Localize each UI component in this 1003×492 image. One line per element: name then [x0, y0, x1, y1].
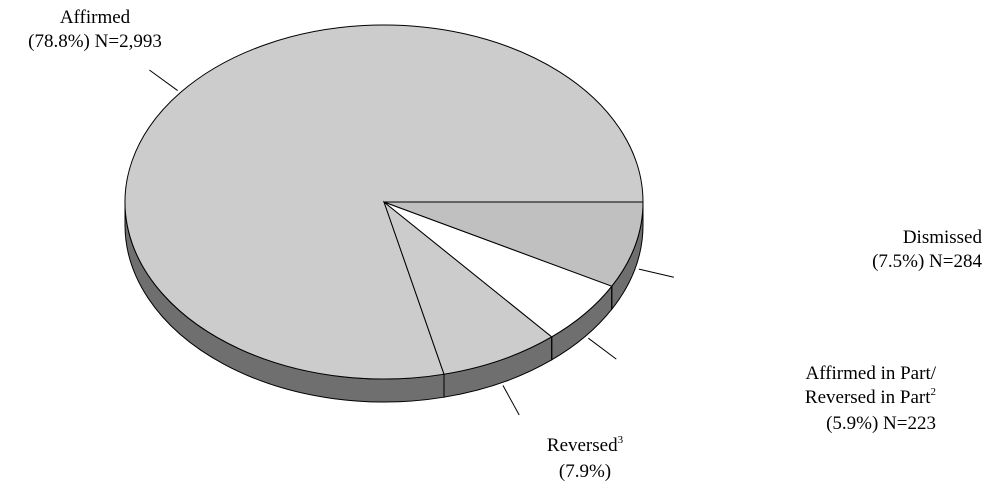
label-affirmed: Affirmed (78.8%) N=2,993	[0, 6, 190, 54]
leader-reversed	[638, 268, 674, 278]
label-reversed-line2: (7.9%)	[558, 461, 612, 482]
label-affirmed-line1: Affirmed	[59, 7, 131, 28]
label-partial: Affirmed in Part/ Reversed in Part2 (5.9…	[740, 362, 936, 436]
label-partial-line1: Affirmed in Part/	[805, 363, 936, 384]
label-reversed-footnote: 3	[617, 434, 624, 446]
label-dismissed: Dismissed (7.5%) N=284	[760, 226, 982, 274]
pie-leader-lines	[149, 69, 674, 416]
leader-affirmed-in-part-reversed-in-part	[588, 337, 617, 360]
label-partial-line2: Reversed in Part	[804, 387, 931, 408]
label-partial-footnote: 2	[930, 386, 937, 398]
label-dismissed-line2: (7.5%) N=284	[872, 251, 982, 272]
pie-slice-dismissed	[382, 200, 553, 375]
leader-affirmed	[149, 69, 178, 91]
pie-slice-reversed	[383, 201, 644, 287]
label-partial-line3: (5.9%) N=223	[826, 413, 936, 434]
label-dismissed-line1: Dismissed	[902, 227, 982, 248]
label-reversed-line1: Reversed	[546, 435, 618, 456]
label-affirmed-line2: (78.8%) N=2,993	[28, 31, 162, 52]
leader-dismissed	[502, 385, 520, 416]
pie-side-walls	[124, 201, 644, 403]
pie-slices	[124, 24, 644, 380]
label-reversed: Reversed3 (7.9%)	[530, 434, 640, 484]
